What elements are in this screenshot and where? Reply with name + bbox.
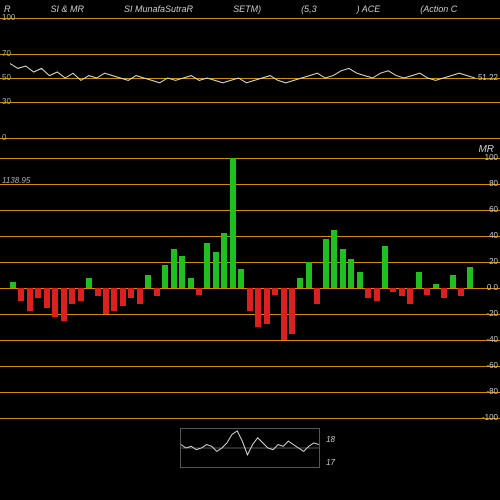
mr-bar bbox=[365, 288, 371, 298]
mr-bar bbox=[390, 288, 396, 292]
mr-bar bbox=[297, 278, 303, 288]
mr-bar bbox=[103, 288, 109, 314]
mr-bar bbox=[264, 288, 270, 324]
rsi-grid-line bbox=[0, 138, 500, 139]
rsi-axis-label: 70 bbox=[2, 49, 11, 58]
header-ace: ) ACE bbox=[357, 4, 381, 14]
mr-bar bbox=[441, 288, 447, 298]
mr-bar bbox=[374, 288, 380, 301]
mr-bar bbox=[52, 288, 58, 317]
mr-bar bbox=[450, 275, 456, 288]
mr-bar bbox=[61, 288, 67, 321]
rsi-line-chart bbox=[10, 18, 475, 138]
mr-bar bbox=[238, 269, 244, 289]
mr-bar bbox=[323, 239, 329, 288]
mr-bar bbox=[78, 288, 84, 301]
mr-bar bbox=[179, 256, 185, 289]
mr-grid-line bbox=[0, 392, 500, 393]
mr-bar bbox=[348, 259, 354, 288]
mr-grid-line bbox=[0, 236, 500, 237]
mr-axis-label: 100 bbox=[485, 153, 498, 162]
mr-axis-label: 20 bbox=[489, 257, 498, 266]
mr-axis-label: -20 bbox=[486, 309, 498, 318]
mr-bar bbox=[18, 288, 24, 301]
mr-highlight-value: 1138.95 bbox=[2, 176, 30, 185]
mr-axis-label: -40 bbox=[486, 335, 498, 344]
mr-bar bbox=[424, 288, 430, 295]
header-strategy: SI MunafaSutraR bbox=[124, 4, 193, 14]
mr-bar bbox=[289, 288, 295, 334]
mr-bar bbox=[86, 278, 92, 288]
mr-bar bbox=[281, 288, 287, 340]
mr-bar bbox=[137, 288, 143, 304]
thumb-bottom-label: 17 bbox=[326, 458, 335, 467]
mr-axis-label: 60 bbox=[489, 205, 498, 214]
mr-bar bbox=[95, 288, 101, 296]
mr-panel: MR 1138.95 100806040200 0-20-40-60-80-10… bbox=[0, 158, 500, 418]
mr-bar bbox=[128, 288, 134, 298]
mr-bar bbox=[407, 288, 413, 304]
rsi-axis-label: 0 bbox=[2, 133, 6, 142]
mr-bar bbox=[416, 272, 422, 288]
rsi-panel: 51.22 1007050300 bbox=[0, 18, 500, 138]
mr-grid-line bbox=[0, 262, 500, 263]
mr-bar bbox=[120, 288, 126, 306]
mr-bar bbox=[331, 230, 337, 289]
mr-grid-line bbox=[0, 314, 500, 315]
thumbnail-panel: 18 17 bbox=[180, 428, 320, 468]
mr-grid-line bbox=[0, 184, 500, 185]
mr-bar bbox=[69, 288, 75, 304]
mr-bar bbox=[357, 272, 363, 288]
chart-header: R SI & MR SI MunafaSutraR SETM) (5,3 ) A… bbox=[0, 0, 500, 18]
mr-bar bbox=[314, 288, 320, 304]
mr-bar bbox=[247, 288, 253, 311]
mr-bar bbox=[145, 275, 151, 288]
mr-bar bbox=[340, 249, 346, 288]
mr-grid-line bbox=[0, 158, 500, 159]
mr-grid-line bbox=[0, 418, 500, 419]
mr-bar bbox=[162, 265, 168, 288]
mr-bar bbox=[306, 262, 312, 288]
mr-bar bbox=[272, 288, 278, 295]
mr-bar bbox=[255, 288, 261, 327]
mr-bar bbox=[433, 284, 439, 288]
header-param: (5,3 bbox=[301, 4, 317, 14]
header-action: (Action C bbox=[420, 4, 457, 14]
mr-bar bbox=[35, 288, 41, 298]
mr-axis-label: -80 bbox=[486, 387, 498, 396]
header-si-mr: SI & MR bbox=[51, 4, 85, 14]
mr-grid-line bbox=[0, 210, 500, 211]
mr-bar bbox=[44, 288, 50, 308]
mr-bar bbox=[204, 243, 210, 289]
rsi-axis-label: 50 bbox=[2, 73, 11, 82]
mr-grid-line bbox=[0, 340, 500, 341]
mr-axis-label: 80 bbox=[489, 179, 498, 188]
mr-bar bbox=[382, 246, 388, 288]
mr-axis-label: -60 bbox=[486, 361, 498, 370]
mr-bar bbox=[111, 288, 117, 311]
rsi-axis-label: 100 bbox=[2, 13, 15, 22]
rsi-current-label: 51.22 bbox=[478, 73, 498, 82]
mr-axis-label: -100 bbox=[482, 413, 498, 422]
mr-grid-line bbox=[0, 366, 500, 367]
mr-bar bbox=[230, 158, 236, 288]
header-set: SETM) bbox=[233, 4, 261, 14]
mr-bar bbox=[458, 288, 464, 296]
mr-axis-label: 40 bbox=[489, 231, 498, 240]
mr-bar bbox=[10, 282, 16, 289]
mr-bar bbox=[196, 288, 202, 295]
mr-bar bbox=[154, 288, 160, 296]
thumb-top-label: 18 bbox=[326, 435, 335, 444]
mr-bar bbox=[213, 252, 219, 288]
mr-bar bbox=[188, 278, 194, 288]
mr-axis-label: 0 0 bbox=[487, 283, 498, 292]
rsi-axis-label: 30 bbox=[2, 97, 11, 106]
mr-bar bbox=[399, 288, 405, 296]
mr-bar bbox=[221, 233, 227, 288]
mr-bar bbox=[467, 267, 473, 288]
mr-bar bbox=[27, 288, 33, 311]
mr-bar bbox=[171, 249, 177, 288]
